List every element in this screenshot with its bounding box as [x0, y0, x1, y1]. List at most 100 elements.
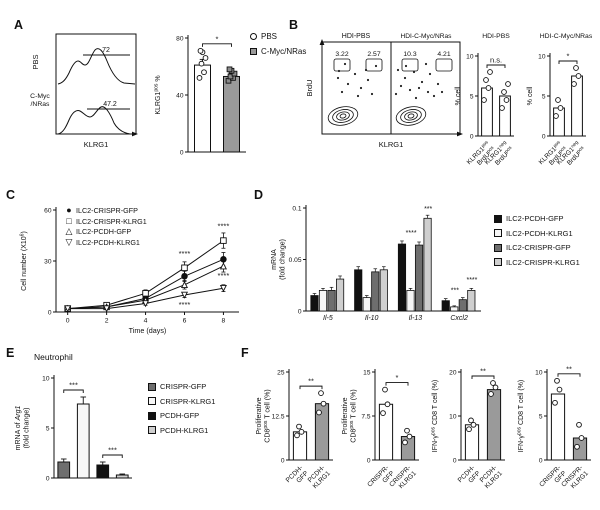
y-tick-label: 0 — [48, 309, 52, 316]
sig-label: *** — [69, 381, 78, 390]
data-point — [201, 69, 207, 76]
data-point — [64, 305, 72, 313]
legend-label: CRISPR-GFP — [160, 382, 207, 391]
bar — [379, 269, 388, 312]
x-tick-label: PCDH-GFP — [285, 464, 311, 490]
panel-label-c: C — [6, 188, 16, 202]
y-axis-label: mRNA of Arg1(fold change) — [15, 406, 30, 451]
y-tick-label: 0 — [542, 133, 546, 140]
x-axis-label: KLRG1 — [84, 140, 109, 149]
legend-label: ILC2-CRISPR-GFP — [506, 243, 571, 252]
bar-chart-arg1: 0 5 10 mRNA of Arg1(fold change) *** *** — [15, 375, 132, 482]
y-tick-label: 0 — [453, 457, 457, 464]
data-point — [382, 386, 388, 393]
bar — [550, 393, 566, 461]
legend-item: ● ILC2-CRISPR-GFP — [64, 205, 147, 216]
legend-label: ILC2-CRISPR-KLRG1 — [76, 216, 147, 226]
bar-chart-ifng-pcdh: 0 10 20 IFN-γpos CD8 T cell (%) PCDH-GFPPCDH… — [431, 367, 505, 490]
y-tick-label: 0 — [367, 457, 371, 464]
y-axis-label: IFN-γpos CD8 T cell (%) — [431, 380, 439, 452]
legend-label-cmyc: C-Myc/NRas — [261, 46, 307, 56]
x-tick-label: Il-10 — [365, 315, 379, 322]
legend-item-pbs: PBS — [250, 32, 306, 42]
legend-item: ILC2-PCDH-GFP — [494, 214, 580, 224]
contour — [404, 111, 418, 121]
legend-label: ILC2-PCDH-GFP — [76, 227, 132, 236]
y-axis-label: % cell — [455, 86, 462, 105]
y-tick-label: 7.5 — [361, 413, 370, 420]
x-tick-label: PCDH-KLRG1 — [306, 464, 332, 490]
quadrant-value: 4.21 — [437, 51, 450, 58]
y-tick-label: 10 — [466, 53, 474, 60]
data-point — [180, 291, 189, 299]
data-point — [576, 421, 582, 428]
y-tick-label: 0.1 — [292, 205, 301, 212]
data-point — [181, 264, 188, 272]
legend-item: ILC2-PCDH-KLRG1 — [494, 229, 580, 239]
axis-arrowhead — [132, 131, 138, 137]
data-point — [298, 428, 305, 435]
x-tick-label: 4 — [144, 318, 148, 325]
legend-item: ▽ ILC2-PCDH-KLRG1 — [64, 236, 147, 248]
x-tick-label: 8 — [222, 318, 226, 325]
data-point — [573, 65, 579, 71]
panel-label-b: B — [289, 18, 299, 32]
x-tick-label: Il-13 — [409, 315, 423, 322]
bar — [76, 403, 90, 479]
legend-label: CRISPR-KLRG1 — [160, 396, 216, 406]
event-dot — [364, 68, 368, 72]
plot-title-hdi-pbs: HDI-PBS — [342, 33, 371, 40]
event-dot — [420, 80, 424, 84]
data-point — [294, 432, 300, 439]
legend-item: PCDH-GFP — [148, 411, 215, 421]
event-dot — [394, 92, 398, 96]
sig-bracket — [63, 389, 84, 393]
event-dot — [353, 72, 357, 76]
y-tick-label: 0 — [281, 457, 285, 464]
axis-arrowhead — [319, 39, 325, 45]
triangle-down-marker-icon: ▽ — [65, 236, 73, 247]
data-point — [406, 433, 413, 440]
y-tick-label: 5 — [542, 93, 546, 100]
data-point — [490, 380, 496, 386]
y-tick-label: 0.05 — [289, 257, 302, 264]
bar — [336, 278, 345, 312]
data-point — [320, 400, 327, 407]
event-dot — [440, 90, 444, 94]
sig-label: * — [567, 52, 570, 61]
histogram-pbs — [57, 48, 136, 85]
bar — [553, 107, 565, 137]
swatch-icon — [148, 426, 156, 435]
legend-label: ILC2-CRISPR-GFP — [76, 206, 138, 215]
swatch-icon — [494, 214, 502, 223]
y-tick-label: 0 — [539, 457, 543, 464]
quadrant-value: 10.3 — [403, 51, 416, 58]
x-tick-label: Il-5 — [323, 315, 333, 322]
event-dot — [428, 72, 432, 76]
contour — [327, 106, 359, 126]
bar-chart-proliferative-crispr: 0 7.5 15 ProliferativeCD8pos T cell (%) CRIS… — [342, 369, 419, 490]
data-point — [196, 75, 203, 81]
contour — [395, 106, 427, 126]
group-label-cmyc: C-Myc/NRas — [30, 93, 50, 108]
sig-bracket — [202, 43, 232, 47]
data-point — [470, 421, 477, 428]
data-point — [227, 73, 234, 80]
data-point — [574, 443, 580, 450]
sig-label: **** — [179, 300, 191, 309]
histogram-cmyc — [57, 106, 135, 135]
y-tick-label: 60 — [44, 207, 52, 214]
y-tick-label: 80 — [176, 35, 184, 42]
data-point — [180, 280, 189, 289]
bar — [57, 461, 71, 479]
y-tick-label: 5 — [470, 93, 474, 100]
sig-label: *** — [451, 287, 459, 294]
bar — [499, 95, 511, 137]
legend-label: ILC2-PCDH-KLRG1 — [506, 228, 573, 238]
data-point — [499, 105, 505, 111]
bar — [423, 217, 432, 312]
legend-a: PBS C-Myc/NRas — [250, 32, 306, 56]
sig-label: * — [216, 34, 219, 43]
y-axis-label: mRNA(fold change) — [271, 239, 286, 280]
